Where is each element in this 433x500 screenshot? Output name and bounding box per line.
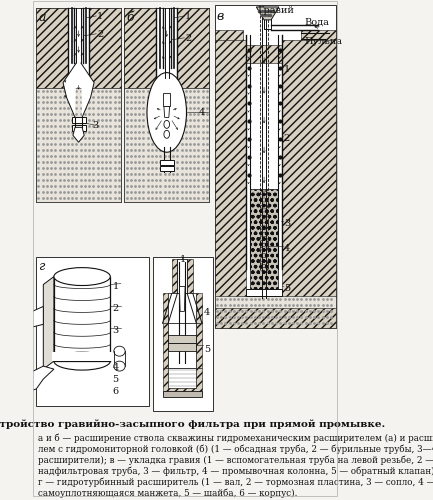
Ellipse shape: [114, 346, 125, 356]
Bar: [162, 324, 168, 368]
Text: 2: 2: [284, 134, 290, 143]
Text: 1: 1: [113, 282, 119, 290]
Bar: [36, 8, 68, 87]
Polygon shape: [250, 189, 278, 288]
Text: 3: 3: [113, 326, 119, 336]
Text: г: г: [39, 260, 45, 272]
Polygon shape: [26, 306, 43, 328]
Ellipse shape: [54, 352, 110, 370]
Circle shape: [164, 130, 170, 138]
Bar: [71, 126, 86, 132]
Bar: [215, 296, 336, 326]
Text: а и б — расширение ствола скважины гидромеханическим расширителем (а) и расширит: а и б — расширение ствола скважины гидро…: [39, 434, 433, 444]
Text: надфильтровая труба, 3 — фильтр, 4 — промывочная колонна, 5 — обратный клапан);: надфильтровая труба, 3 — фильтр, 4 — про…: [39, 466, 433, 476]
Bar: [196, 294, 202, 324]
Text: 5: 5: [204, 345, 210, 354]
Text: лем с гидромониторной головкой (б) (1 — обсадная труба, 2 — бурильные трубы, 3—4: лем с гидромониторной головкой (б) (1 — …: [39, 444, 433, 454]
Text: 6: 6: [113, 387, 119, 396]
Ellipse shape: [114, 361, 125, 371]
Text: расширители); в — укладка гравия (1 — вспомогательная труба на левой резьбе, 2 —: расширители); в — укладка гравия (1 — вс…: [39, 456, 433, 465]
Bar: [124, 8, 156, 87]
Bar: [215, 30, 243, 60]
Text: 2: 2: [97, 30, 103, 39]
Text: 4: 4: [284, 244, 290, 252]
Bar: [162, 368, 202, 393]
Text: Гравий: Гравий: [257, 6, 294, 15]
Bar: [301, 30, 336, 60]
Text: 4: 4: [199, 108, 205, 118]
Bar: [71, 118, 86, 124]
Text: в: в: [217, 10, 224, 23]
Bar: [168, 336, 196, 343]
Text: 1: 1: [179, 254, 186, 264]
Text: б: б: [126, 11, 134, 24]
Text: 5: 5: [113, 375, 119, 384]
Text: 2: 2: [113, 304, 119, 314]
Bar: [246, 288, 282, 296]
Text: 3: 3: [284, 219, 290, 228]
Bar: [168, 324, 196, 368]
Bar: [36, 8, 121, 202]
Text: 1: 1: [284, 64, 290, 74]
Text: а: а: [39, 11, 46, 24]
Polygon shape: [43, 276, 54, 369]
Text: 4: 4: [204, 308, 210, 318]
Bar: [152, 256, 213, 411]
Bar: [89, 8, 121, 87]
Polygon shape: [26, 366, 54, 391]
Bar: [168, 343, 196, 351]
Bar: [215, 308, 336, 328]
Bar: [264, 7, 271, 29]
Bar: [36, 88, 121, 202]
Polygon shape: [63, 62, 77, 118]
Bar: [171, 258, 178, 294]
Bar: [282, 40, 336, 298]
Bar: [196, 324, 202, 368]
Bar: [168, 368, 196, 388]
Text: Вода: Вода: [304, 18, 329, 27]
Bar: [160, 160, 174, 165]
Bar: [178, 258, 187, 294]
Bar: [124, 88, 209, 202]
Bar: [162, 294, 168, 324]
Text: самоуплотняющаяся манжета, 5 — шайба, 6 — корпус).: самоуплотняющаяся манжета, 5 — шайба, 6 …: [39, 488, 298, 498]
Text: 1: 1: [185, 12, 191, 21]
Bar: [163, 92, 170, 106]
Text: г — гидротурбинный расширитель (1 — вал, 2 — тормозная пластина, 3 — сопло, 4 —: г — гидротурбинный расширитель (1 — вал,…: [39, 478, 433, 487]
Text: 4: 4: [113, 363, 119, 372]
Circle shape: [164, 120, 170, 128]
Text: Пульпа: Пульпа: [304, 37, 342, 46]
Bar: [178, 8, 209, 87]
Polygon shape: [73, 128, 84, 142]
Polygon shape: [164, 106, 170, 118]
Bar: [162, 391, 202, 397]
Bar: [215, 5, 336, 328]
Text: 2: 2: [185, 34, 191, 43]
Text: 5: 5: [284, 284, 290, 292]
Bar: [52, 352, 112, 361]
Bar: [243, 45, 301, 62]
Polygon shape: [256, 7, 279, 20]
Polygon shape: [179, 286, 185, 312]
Text: 1: 1: [97, 12, 103, 21]
Polygon shape: [81, 62, 94, 118]
Bar: [36, 256, 149, 406]
Bar: [168, 294, 196, 324]
Text: Устройство гравийно-засыпного фильтра при прямой промывке.: Устройство гравийно-засыпного фильтра пр…: [0, 420, 385, 430]
Ellipse shape: [147, 72, 187, 152]
Bar: [124, 8, 209, 202]
Text: 3: 3: [93, 122, 99, 130]
Ellipse shape: [54, 268, 110, 285]
Bar: [187, 258, 193, 294]
Bar: [160, 166, 174, 171]
Bar: [215, 40, 246, 298]
